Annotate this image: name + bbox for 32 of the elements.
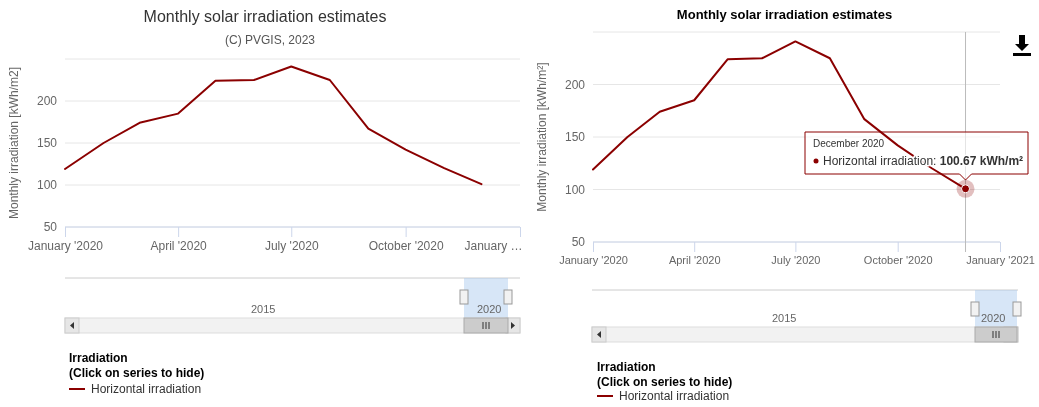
x-tick-label: July '2020 xyxy=(771,253,821,266)
y-tick-label: 50 xyxy=(571,235,586,250)
text: 2020 xyxy=(477,303,502,315)
y-tick-label: 150 xyxy=(36,136,58,151)
line-series xyxy=(64,65,483,186)
text: 2020 xyxy=(981,312,1006,324)
chart-title: Monthly solar irradiation estimates xyxy=(143,8,387,25)
x-tick-label: July '2020 xyxy=(264,238,319,253)
y-axis-title: Monthly irradiation [kWh/m²] xyxy=(535,62,549,212)
y-axis-title: Monthly irradiation [kWh/m2] xyxy=(7,66,21,220)
y-tick-label: 200 xyxy=(36,94,58,109)
chart-title: Monthly solar irradiation estimates xyxy=(676,7,893,22)
text: 2015 xyxy=(251,303,276,315)
y-tick-label: 200 xyxy=(564,77,586,92)
y-tick-label: 150 xyxy=(564,130,586,145)
y-tick-label: 100 xyxy=(564,182,586,197)
x-tick-label: January '2020 xyxy=(559,253,628,266)
legend-label: Horizontal irradiation xyxy=(91,382,202,396)
x-tick-label: April '2020 xyxy=(150,238,208,253)
x-tick-label: April '2020 xyxy=(668,253,721,266)
x-tick-label: October '2020 xyxy=(368,238,444,253)
x-tick-label: January '2020 xyxy=(27,238,104,253)
chart-subtitle: (C) PVGIS, 2023 xyxy=(224,33,316,47)
x-tick-label: January '2021 xyxy=(966,253,1035,266)
text: 2015 xyxy=(772,312,797,324)
x-tick-label: October '2020 xyxy=(863,253,933,266)
legend-title: Irradiation (Click on series to hide) xyxy=(597,360,733,389)
y-tick-label: 100 xyxy=(36,178,58,193)
legend-label: Horizontal irradiation xyxy=(619,389,730,403)
x-tick-label: January … xyxy=(464,238,523,253)
legend-title: Irradiation (Click on series to hide) xyxy=(69,351,205,380)
y-tick-label: 50 xyxy=(43,220,58,235)
